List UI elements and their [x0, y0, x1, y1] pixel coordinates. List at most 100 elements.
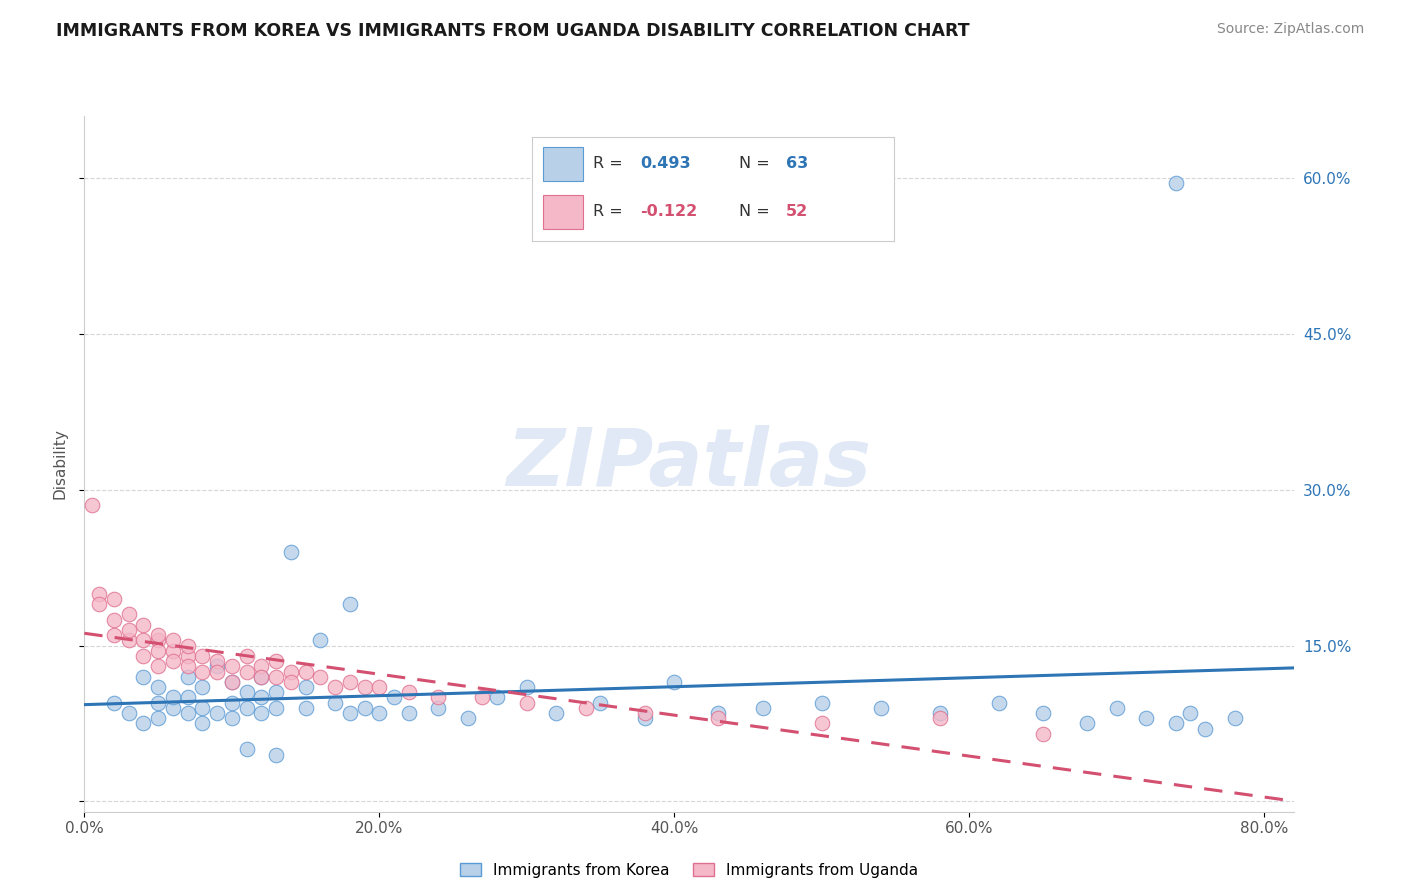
- Point: [250, 670, 273, 684]
- Point: [191, 665, 214, 679]
- Point: [221, 674, 243, 689]
- Text: R =: R =: [593, 156, 628, 171]
- FancyBboxPatch shape: [543, 195, 582, 228]
- Point: [546, 706, 568, 720]
- Point: [146, 680, 169, 694]
- Point: [132, 648, 155, 663]
- Point: [634, 706, 657, 720]
- Point: [162, 644, 184, 658]
- Point: [589, 696, 612, 710]
- Point: [87, 587, 110, 601]
- Point: [103, 628, 125, 642]
- Point: [1164, 716, 1187, 731]
- Point: [117, 623, 139, 637]
- Point: [575, 701, 598, 715]
- Point: [353, 680, 375, 694]
- Point: [928, 711, 950, 725]
- Point: [368, 706, 391, 720]
- Point: [132, 633, 155, 648]
- Point: [427, 690, 450, 705]
- Point: [280, 545, 302, 559]
- Point: [176, 706, 198, 720]
- Point: [162, 690, 184, 705]
- Text: 52: 52: [786, 204, 808, 219]
- Point: [323, 680, 346, 694]
- Point: [80, 499, 103, 513]
- Point: [294, 680, 316, 694]
- Point: [1180, 706, 1202, 720]
- Point: [250, 659, 273, 673]
- Point: [353, 701, 375, 715]
- Point: [339, 706, 361, 720]
- Point: [162, 701, 184, 715]
- Text: N =: N =: [738, 204, 775, 219]
- Point: [132, 670, 155, 684]
- Point: [132, 716, 155, 731]
- Point: [1223, 711, 1246, 725]
- Point: [235, 665, 257, 679]
- Point: [250, 670, 273, 684]
- Point: [205, 665, 228, 679]
- Point: [176, 648, 198, 663]
- Point: [368, 680, 391, 694]
- Point: [457, 711, 479, 725]
- Point: [398, 685, 420, 699]
- Text: IMMIGRANTS FROM KOREA VS IMMIGRANTS FROM UGANDA DISABILITY CORRELATION CHART: IMMIGRANTS FROM KOREA VS IMMIGRANTS FROM…: [56, 22, 970, 40]
- Point: [191, 701, 214, 715]
- Point: [339, 674, 361, 689]
- Point: [1105, 701, 1128, 715]
- Point: [176, 639, 198, 653]
- Point: [398, 706, 420, 720]
- Point: [132, 617, 155, 632]
- Point: [264, 654, 287, 668]
- Point: [221, 674, 243, 689]
- Point: [264, 701, 287, 715]
- Point: [382, 690, 405, 705]
- Point: [235, 701, 257, 715]
- Point: [205, 654, 228, 668]
- Text: N =: N =: [738, 156, 775, 171]
- Point: [264, 670, 287, 684]
- Point: [103, 613, 125, 627]
- Point: [103, 696, 125, 710]
- Point: [264, 747, 287, 762]
- Point: [810, 716, 832, 731]
- Point: [176, 670, 198, 684]
- Point: [191, 716, 214, 731]
- Point: [751, 701, 773, 715]
- Point: [309, 670, 332, 684]
- Point: [294, 701, 316, 715]
- Text: Source: ZipAtlas.com: Source: ZipAtlas.com: [1216, 22, 1364, 37]
- Point: [516, 696, 538, 710]
- Point: [235, 742, 257, 756]
- Point: [146, 628, 169, 642]
- Point: [1032, 706, 1054, 720]
- Point: [427, 701, 450, 715]
- Point: [280, 665, 302, 679]
- Point: [309, 633, 332, 648]
- Point: [323, 696, 346, 710]
- Point: [176, 690, 198, 705]
- Point: [162, 654, 184, 668]
- Point: [634, 711, 657, 725]
- Point: [1164, 177, 1187, 191]
- Point: [146, 696, 169, 710]
- Text: 63: 63: [786, 156, 808, 171]
- Point: [235, 685, 257, 699]
- Point: [162, 633, 184, 648]
- Point: [103, 591, 125, 606]
- Point: [264, 685, 287, 699]
- Point: [250, 706, 273, 720]
- Text: -0.122: -0.122: [641, 204, 697, 219]
- Point: [146, 659, 169, 673]
- Point: [1194, 722, 1216, 736]
- Point: [516, 680, 538, 694]
- Point: [869, 701, 891, 715]
- Text: R =: R =: [593, 204, 628, 219]
- Point: [146, 644, 169, 658]
- Point: [810, 696, 832, 710]
- Point: [221, 696, 243, 710]
- Point: [117, 706, 139, 720]
- Point: [707, 706, 730, 720]
- Point: [707, 711, 730, 725]
